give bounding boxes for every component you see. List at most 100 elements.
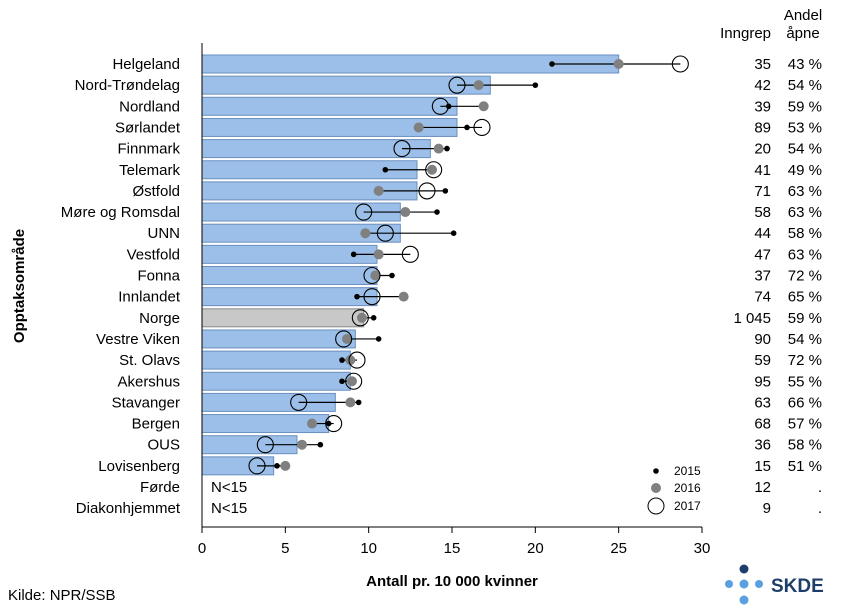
- point-2017-finnmark: [393, 140, 411, 158]
- point-2015-innlandet: [354, 293, 360, 300]
- category-label-nordland: Nordland: [119, 98, 180, 115]
- andel-value-helgeland: 43 %: [788, 56, 822, 73]
- andel-value-lovisenberg: 51 %: [788, 458, 822, 475]
- point-2015-helgeland: [549, 61, 555, 67]
- point-2016-bergen: [307, 418, 317, 429]
- andel-value--stfold: 63 %: [788, 183, 822, 200]
- andel-value-diakonhjemmet: .: [818, 500, 822, 517]
- inngrep-value-helgeland: 35: [754, 56, 771, 73]
- andel-value-vestre-viken: 54 %: [788, 331, 822, 348]
- point-2017-fonna: [363, 266, 381, 285]
- point-2016-vestre-viken: [342, 333, 352, 344]
- logo-dot: [739, 564, 749, 574]
- bar-akershus: [201, 371, 351, 391]
- x-tick-label-20: 20: [527, 540, 544, 557]
- point-2016-norge: [357, 312, 367, 323]
- point-2015-m-re-og-romsdal: [434, 209, 440, 215]
- point-2017-helgeland: [671, 55, 689, 73]
- andel-value-s-rlandet: 53 %: [788, 119, 822, 136]
- x-tick-label-10: 10: [360, 540, 377, 557]
- category-label-f-rde: Førde: [140, 479, 180, 496]
- point-2015-ous: [317, 441, 324, 448]
- point-2017--stfold: [418, 182, 436, 200]
- point-2015-s-rlandet: [464, 124, 470, 131]
- x-tick-label-5: 5: [281, 540, 289, 557]
- category-label-innlandet: Innlandet: [118, 289, 181, 306]
- point-2015-bergen: [325, 420, 332, 427]
- inngrep-value-stavanger: 63: [754, 394, 771, 411]
- point-2016-vestfold: [373, 249, 384, 260]
- inngrep-value--stfold: 71: [754, 183, 771, 200]
- point-2015-unn: [450, 230, 457, 236]
- point-2017-bergen: [325, 414, 343, 433]
- category-label-telemark: Telemark: [119, 162, 180, 179]
- point-2017-vestfold: [401, 245, 419, 263]
- logo-text: SKDE: [771, 576, 824, 597]
- logo-dot: [739, 595, 749, 605]
- bar-nord-tr-ndelag: [201, 75, 491, 95]
- andel-value-f-rde: .: [818, 479, 822, 496]
- bar-norge: [201, 308, 365, 328]
- skde-logo: SKDE: [725, 564, 824, 605]
- inngrep-value-vestfold: 47: [754, 246, 771, 263]
- category-label-ous: OUS: [147, 437, 180, 454]
- inngrep-value-m-re-og-romsdal: 58: [754, 204, 771, 221]
- category-label-s-rlandet: Sørlandet: [115, 119, 181, 136]
- logo-dot: [725, 580, 733, 588]
- point-2016-unn: [360, 228, 371, 239]
- point-2017-innlandet: [363, 288, 381, 306]
- point-2017-norge: [351, 309, 369, 327]
- andel-value-nord-tr-ndelag: 54 %: [788, 77, 822, 94]
- bar-nordland: [201, 96, 458, 116]
- inngrep-value-s-rlandet: 89: [754, 119, 771, 136]
- andel-value-stavanger: 66 %: [788, 394, 822, 411]
- header-inngrep: Inngrep: [720, 25, 771, 42]
- logo-dot: [755, 580, 763, 588]
- legend-marker-2017: [647, 497, 665, 515]
- source-note: Kilde: NPR/SSB: [8, 587, 116, 604]
- andel-value-akershus: 55 %: [788, 373, 822, 390]
- inngrep-value-ous: 36: [754, 437, 771, 454]
- andel-value-telemark: 49 %: [788, 162, 822, 179]
- category-label-norge: Norge: [139, 310, 180, 327]
- point-2017-akershus: [345, 372, 363, 390]
- inngrep-value-f-rde: 12: [754, 479, 771, 496]
- point-2015-lovisenberg: [274, 463, 280, 469]
- legend-label-2015: 2015: [674, 464, 701, 478]
- point-2015-nord-tr-ndelag: [532, 82, 539, 88]
- inngrep-value-unn: 44: [754, 225, 771, 242]
- x-tick-label-25: 25: [610, 540, 627, 557]
- point-2016-fonna: [370, 270, 381, 281]
- point-2016-m-re-og-romsdal: [400, 207, 411, 218]
- legend-label-2016: 2016: [674, 481, 701, 495]
- point-2015-vestre-viken: [375, 336, 382, 342]
- point-2015-stavanger: [355, 399, 362, 406]
- point-2016-st-olavs: [345, 355, 356, 366]
- bar-innlandet: [201, 287, 378, 307]
- inngrep-value-telemark: 41: [754, 162, 771, 179]
- category-label-st-olavs: St. Olavs: [119, 352, 180, 369]
- category-label-fonna: Fonna: [137, 268, 180, 285]
- point-2017-vestre-viken: [335, 330, 353, 348]
- inngrep-value-lovisenberg: 15: [754, 458, 771, 475]
- inngrep-value-diakonhjemmet: 9: [763, 500, 771, 517]
- inngrep-value-vestre-viken: 90: [754, 331, 771, 348]
- category-label-akershus: Akershus: [117, 373, 180, 390]
- legend-marker-2016: [651, 483, 661, 493]
- inngrep-value-nordland: 39: [754, 98, 771, 115]
- point-2016-akershus: [347, 376, 357, 387]
- point-2017-ous: [256, 436, 274, 454]
- point-2015-finnmark: [444, 145, 450, 152]
- category-label-nord-tr-ndelag: Nord-Trøndelag: [75, 77, 180, 94]
- point-2015-norge: [370, 315, 377, 321]
- point-2015-st-olavs: [339, 357, 345, 363]
- andel-value-innlandet: 65 %: [788, 289, 822, 306]
- point-2016--stfold: [373, 185, 384, 196]
- category-label-bergen: Bergen: [132, 416, 180, 433]
- bar-text-diakonhjemmet: N<15: [211, 500, 247, 517]
- x-axis-title: Antall pr. 10 000 kvinner: [366, 573, 538, 590]
- category-label-finnmark: Finnmark: [117, 141, 180, 158]
- point-2016-innlandet: [398, 291, 409, 302]
